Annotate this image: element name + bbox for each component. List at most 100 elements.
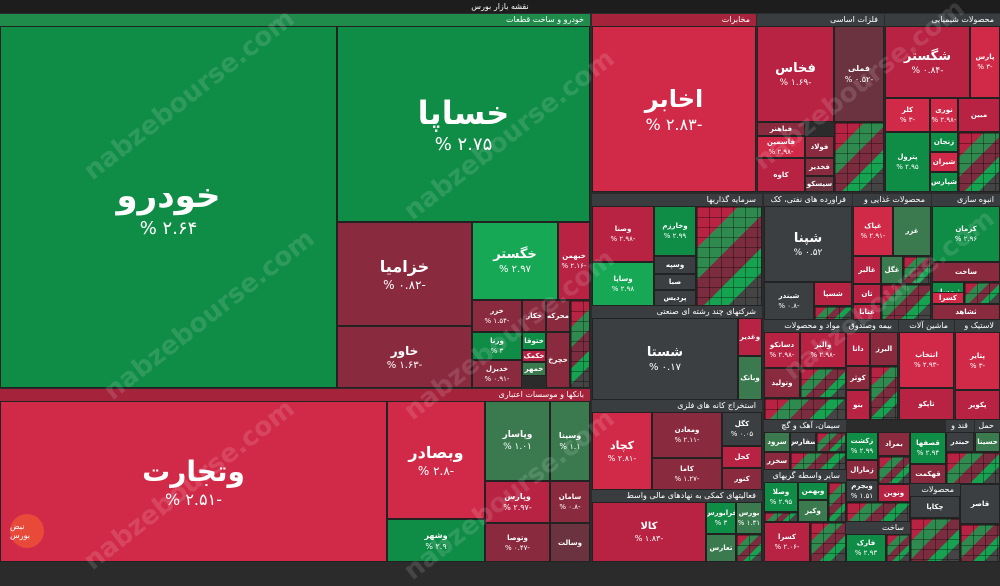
small-tiles-cluster[interactable]	[846, 502, 910, 522]
tile-dsanko[interactable]: دسانکو % ۲.۹۸-	[764, 332, 800, 368]
tile-hsina[interactable]: حسینا	[975, 432, 1000, 452]
tile-vziz[interactable]: وکیز	[798, 500, 828, 522]
sector-header-siman[interactable]: سیمان، آهک و گچ	[764, 420, 846, 432]
sector-header-lastik[interactable]: لاستیک و	[955, 320, 1000, 332]
tile-bors[interactable]: بورس % ۱.۳۱	[736, 502, 762, 534]
tile-kama[interactable]: کاما % ۱.۲۷-	[652, 458, 722, 490]
small-tiles-cluster[interactable]	[828, 482, 846, 522]
tile-vbahman[interactable]: وبهمن	[798, 482, 828, 500]
sector-header-felezat[interactable]: فلزات اساسی	[757, 14, 884, 26]
small-tiles-cluster[interactable]	[960, 524, 1000, 562]
tile-shpars[interactable]: شپارس	[930, 172, 958, 192]
tile-fkhas[interactable]: فخاس % ۱.۶۹-	[757, 26, 834, 122]
small-tiles-cluster[interactable]	[764, 512, 798, 522]
tile-pakvir[interactable]: پکویر	[955, 390, 1000, 420]
tile-ghpak[interactable]: غپاک % ۲.۹۱-	[853, 206, 893, 256]
tile-khodro[interactable]: خودرو % ۲.۶۴	[0, 26, 337, 388]
tile-varna[interactable]: ورنا % ۳	[472, 332, 522, 360]
tile-vsveh[interactable]: وسپه	[654, 256, 696, 274]
tile-vghadir[interactable]: وغدیر	[738, 318, 762, 356]
tile-foolad[interactable]: فولاد	[805, 136, 834, 158]
tile-ghgol[interactable]: غگل	[881, 256, 903, 284]
small-tiles-cluster[interactable]	[736, 534, 762, 562]
tile-saba[interactable]: صبا	[654, 274, 696, 290]
small-tiles-cluster[interactable]	[810, 522, 846, 562]
tile-vaghir[interactable]: والبر % ۲.۹۸-	[800, 332, 846, 368]
tile-kasra2[interactable]: کسرا % ۲.۰۶-	[764, 522, 810, 562]
tile-vshahr[interactable]: وشهر % ۲.۹	[387, 519, 485, 562]
tile-khzamia[interactable]: خزامیا % ۰.۸۲-	[337, 222, 472, 326]
tile-chakapa[interactable]: چکاپا	[910, 496, 960, 518]
tile-vbsader[interactable]: وبصادر % ۲.۸-	[387, 401, 485, 519]
tile-vsna[interactable]: وصنا % ۲.۹۸-	[592, 206, 654, 262]
tile-altir[interactable]: البرز	[870, 332, 898, 366]
tile-khoto[interactable]: ختوقا	[522, 332, 546, 350]
sector-header-bank[interactable]: بانکها و موسسات اعتباری	[0, 389, 590, 401]
tile-khzar[interactable]: خزر % ۱.۵۴-	[472, 300, 522, 332]
sector-header-komaki[interactable]: فعالیتهای کمکی به نهادهای مالی واسط	[592, 490, 762, 502]
tile-bemraz[interactable]: بمراد	[878, 432, 910, 456]
tile-mehrkeh[interactable]: محرکه	[546, 300, 570, 332]
tile-vsapa[interactable]: وساپا % ۲.۹۸	[592, 262, 654, 306]
tile-akhabar[interactable]: اخابر % ۲.۸۳-	[592, 26, 756, 192]
sector-header-estekhraj[interactable]: استخراج کانه های فلزی	[592, 400, 762, 412]
tile-kchad[interactable]: کچاد % ۲.۸۱-	[592, 412, 652, 490]
tile-vsalet[interactable]: وسالت	[550, 523, 590, 562]
tile-vbejr[interactable]: وبجرم % ۱.۵۱	[846, 480, 878, 502]
small-tiles-cluster[interactable]	[834, 122, 884, 192]
tile-ghazr[interactable]: قاصر	[960, 484, 1000, 524]
tile-sarood[interactable]: سرود	[764, 432, 790, 452]
tile-vkhark[interactable]: وخارزم % ۲.۹۹	[654, 206, 696, 256]
tile-khgostar[interactable]: خگستر % ۲.۹۷	[472, 222, 558, 300]
tile-paris[interactable]: پارس % ۳-	[970, 26, 1000, 98]
tile-vbank[interactable]: وبانک	[738, 356, 762, 400]
tile-thahed[interactable]: ثشاهد	[932, 304, 1000, 320]
tile-kala[interactable]: کلر % ۳-	[885, 98, 930, 132]
sector-header-sarmaye[interactable]: سرمایه گذاریها	[592, 194, 762, 206]
tile-shpna[interactable]: شپنا % ۰.۵۲	[764, 206, 852, 282]
small-tiles-cluster[interactable]	[881, 284, 931, 320]
tile-fbahar[interactable]: فباهنر	[757, 122, 805, 136]
tile-kjel[interactable]: کجل	[722, 446, 762, 468]
tile-khsapa[interactable]: خساپا % ۲.۷۵	[337, 26, 590, 222]
small-tiles-cluster[interactable]	[814, 306, 852, 320]
tile-vtoka[interactable]: وصلا % ۲.۹۵	[764, 482, 798, 512]
tile-shasta[interactable]: شستا % ۰.۱۷	[592, 318, 738, 400]
small-tiles-cluster[interactable]	[910, 518, 960, 562]
tile-fmes[interactable]: فاسمین % ۲.۹۸-	[757, 136, 805, 158]
tile-ghnab[interactable]: غنابا	[853, 304, 881, 320]
tile-vsina[interactable]: وسینا % ۱.۱	[550, 401, 590, 481]
small-tiles-cluster[interactable]	[870, 366, 898, 420]
small-tiles-cluster[interactable]	[800, 368, 846, 398]
sector-header-ghazaei[interactable]: محصولات غذایی و	[853, 194, 931, 206]
small-tiles-cluster[interactable]	[878, 456, 910, 484]
tile-shbandar[interactable]: شبندر % ۰.۸-	[764, 282, 814, 320]
tile-kaser[interactable]: کنور	[722, 468, 762, 490]
tile-fsadr[interactable]: فخدیر	[805, 158, 834, 176]
tile-vpasar[interactable]: وپاسار % ۱.۰۱	[485, 401, 550, 481]
tile-ptayer[interactable]: پتایر % ۳-	[955, 332, 1000, 390]
tile-farak[interactable]: فارک % ۲.۹۳	[846, 534, 886, 562]
tile-khdizel[interactable]: خدیزل % ۰.۹۱-	[472, 360, 522, 388]
tile-fmeli[interactable]: فملی % ۰.۵۲-	[834, 26, 884, 122]
tile-dtolid[interactable]: وتولید	[764, 368, 800, 398]
sector-header-anbooh[interactable]: انبوه سازی	[932, 194, 1000, 206]
small-tiles-cluster[interactable]	[886, 534, 910, 562]
tile-entekhab[interactable]: انتخاب % ۲.۹۳-	[899, 332, 954, 388]
tile-sakhtf[interactable]: ساخت	[932, 262, 1000, 282]
tile-vtoon[interactable]: وتوصا % ۰.۴۷-	[485, 523, 550, 562]
tile-khkomak[interactable]: خکمک	[522, 350, 546, 362]
small-tiles-cluster[interactable]	[946, 452, 1000, 484]
tile-khamhar[interactable]: خمهر	[522, 362, 546, 376]
tile-noori[interactable]: نوری % ۲.۹۸-	[930, 98, 958, 132]
sector-header-ghand[interactable]: قند و	[946, 420, 974, 432]
tile-shsipa[interactable]: شسپا	[814, 282, 852, 306]
small-tiles-cluster[interactable]	[816, 432, 846, 452]
sector-header-chand-reshte[interactable]: شرکتهای چند رشته ای صنعتی	[592, 306, 762, 318]
small-tiles-cluster[interactable]	[958, 132, 1000, 192]
tile-khchar[interactable]: خچرخ	[546, 332, 570, 388]
small-tiles-cluster[interactable]	[764, 398, 846, 420]
sector-header-haml[interactable]: حمل	[975, 420, 1000, 432]
tile-hbandar[interactable]: حبندر	[946, 432, 974, 452]
tile-kerman[interactable]: کرمان % ۲.۹۶	[932, 206, 1000, 262]
